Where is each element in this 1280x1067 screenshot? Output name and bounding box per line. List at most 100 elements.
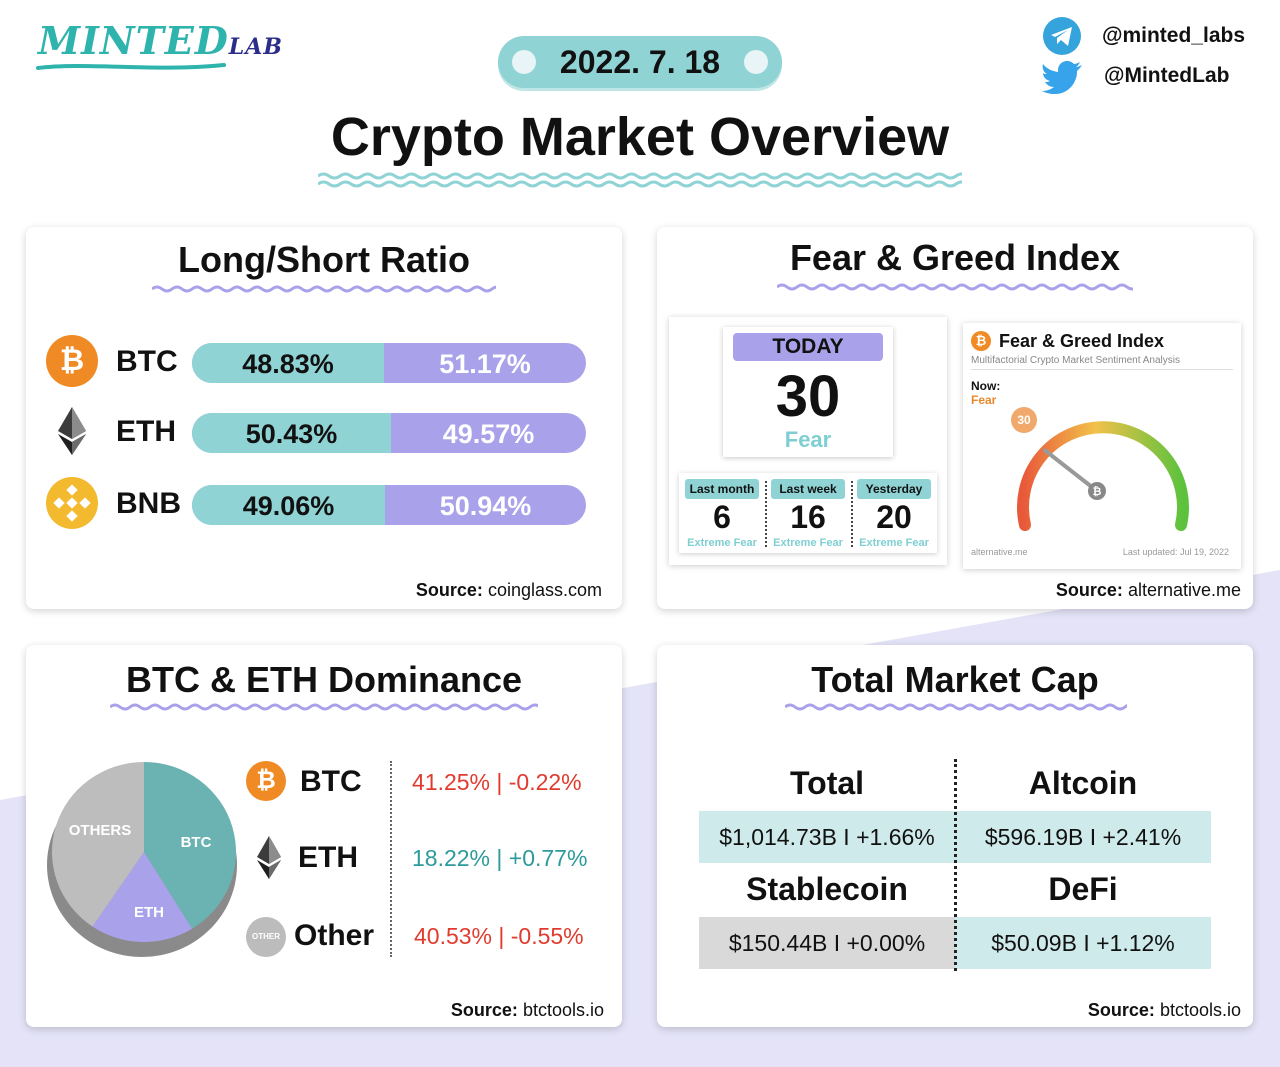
dominance-underline	[110, 703, 538, 711]
telegram-handle: @minted_labs	[1102, 24, 1246, 47]
widget-title: Fear & Greed Index	[999, 331, 1165, 351]
long-short-row-btc: ₿ BTC 48.83% 51.17%	[46, 335, 606, 391]
history-label: Last month	[685, 479, 759, 499]
pie-slice-eth	[92, 852, 193, 942]
history-status: Extreme Fear	[773, 537, 843, 549]
fear-greed-widget: ₿ Fear & Greed Index Multifactorial Cryp…	[963, 323, 1241, 569]
now-label: Now:	[971, 379, 1001, 393]
dominance-pie-chart: OTHERS BTC ETH	[47, 762, 237, 957]
bitcoin-icon: ₿	[971, 331, 991, 351]
coin-name: BNB	[116, 487, 181, 520]
history-value: 20	[876, 499, 912, 535]
dominance-card: BTC & ETH Dominance OTHERS BTC ETH ₿ BTC…	[26, 645, 622, 1027]
short-percent: 50.94%	[439, 491, 532, 521]
market-cap-header-defi: DeFi	[1048, 871, 1118, 907]
today-value: 30	[775, 364, 841, 429]
twitter-icon	[1042, 61, 1082, 94]
widget-divider	[971, 369, 1233, 370]
pie-label-btc: BTC	[181, 834, 212, 851]
telegram-icon	[1043, 17, 1081, 55]
history-status: Extreme Fear	[859, 537, 929, 549]
pie-slice-btc	[144, 762, 236, 929]
long-percent: 48.83%	[242, 349, 334, 379]
dominance-name: ETH	[298, 841, 358, 874]
gauge: ₿	[1017, 421, 1189, 531]
market-cap-divider	[954, 759, 957, 971]
fear-greed-summary-panel: TODAY 30 Fear Last month 6 Extreme Fear …	[669, 317, 947, 565]
market-cap-header-total: Total	[789, 765, 865, 801]
long-short-row-eth: ETH 50.43% 49.57%	[46, 405, 606, 461]
history-value: 16	[790, 499, 826, 535]
ethereum-icon	[58, 407, 86, 455]
ethereum-icon	[257, 836, 281, 879]
pill-dot-right	[744, 50, 768, 74]
bitcoin-icon: ₿	[46, 335, 98, 387]
long-segment	[192, 343, 384, 383]
dominance-row-other: OTHER Other 40.53% | -0.55%	[246, 913, 606, 963]
long-short-card: Long/Short Ratio ₿ BTC 48.83% 51.17% ETH…	[26, 227, 622, 609]
market-cap-card: Total Market Cap Total Altcoin $1,014.73…	[657, 645, 1253, 1027]
report-date: 2022. 7. 18	[559, 44, 721, 80]
fear-greed-card: Fear & Greed Index TODAY 30 Fear Last mo…	[657, 227, 1253, 609]
history-value: 6	[713, 499, 731, 535]
long-segment	[192, 413, 391, 453]
pie-label-eth: ETH	[134, 904, 164, 921]
svg-text:₿: ₿	[1093, 486, 1102, 498]
history-divider	[851, 481, 853, 547]
short-percent: 51.17%	[439, 349, 531, 379]
coin-name: ETH	[116, 415, 176, 448]
market-cap-value-stablecoin: $150.44B I +0.00%	[699, 917, 955, 969]
wavy-path	[110, 703, 538, 711]
gauge-value-marker: 30	[1011, 407, 1037, 433]
today-box: TODAY 30 Fear	[723, 327, 893, 457]
fear-greed-underline	[777, 283, 1133, 291]
short-percent: 49.57%	[442, 419, 535, 449]
ratio-bar: 49.06% 50.94%	[192, 485, 586, 525]
now-status: Fear	[971, 393, 997, 407]
history-strip: Last month 6 Extreme Fear Last week 16 E…	[679, 473, 937, 553]
dominance-row-btc: ₿ BTC 41.25% | -0.22%	[246, 759, 606, 809]
wavy-path	[785, 703, 1127, 711]
dominance-value: 41.25% | -0.22%	[412, 769, 582, 795]
wavy-path	[777, 283, 1133, 291]
minted-lab-logo: MINTEDLAB	[38, 18, 283, 63]
dominance-source: Source: btctools.io	[450, 1000, 604, 1020]
long-percent: 50.43%	[245, 419, 338, 449]
pie-label-others: OTHERS	[69, 822, 132, 839]
bnb-icon	[46, 477, 98, 529]
page-title: Crypto Market Overview	[330, 107, 950, 167]
title-underline	[318, 172, 962, 188]
long-segment	[192, 485, 385, 525]
long-short-title: Long/Short Ratio	[178, 239, 470, 280]
dominance-divider	[390, 761, 392, 957]
long-short-source: Source: coinglass.com	[415, 580, 602, 600]
history-status: Extreme Fear	[687, 537, 757, 549]
long-short-row-bnb: BNB 49.06% 50.94%	[46, 477, 606, 533]
dominance-name: Other	[294, 919, 375, 952]
date-pill: 2022. 7. 18	[498, 36, 782, 88]
wavy-path	[152, 285, 496, 293]
fear-greed-source: Source: alternative.me	[1055, 580, 1241, 600]
market-cap-value-total: $1,014.73B I +1.66%	[699, 811, 955, 863]
market-cap-source: Source: btctools.io	[1087, 1000, 1241, 1020]
pie-slice-others	[52, 762, 144, 927]
fear-greed-title: Fear & Greed Index	[789, 237, 1121, 278]
widget-subtitle: Multifactorial Crypto Market Sentiment A…	[971, 355, 1180, 366]
coin-name: BTC	[116, 345, 178, 378]
market-cap-header-altcoin: Altcoin	[1028, 765, 1138, 801]
market-cap-header-stablecoin: Stablecoin	[746, 871, 908, 907]
market-cap-value-defi: $50.09B I +1.12%	[955, 917, 1211, 969]
other-coin-icon: OTHER	[246, 917, 286, 957]
today-status: Fear	[784, 427, 832, 452]
history-label: Last week	[771, 479, 845, 499]
bitcoin-icon: ₿	[246, 761, 286, 801]
market-cap-title: Total Market Cap	[811, 659, 1099, 700]
history-item-last-week: Last week 16 Extreme Fear	[765, 473, 851, 553]
history-item-last-month: Last month 6 Extreme Fear	[679, 473, 765, 553]
dominance-value: 18.22% | +0.77%	[412, 845, 588, 871]
dominance-title: BTC & ETH Dominance	[125, 659, 523, 700]
today-label: TODAY	[733, 333, 883, 361]
market-cap-underline	[785, 703, 1127, 711]
logo-underline	[36, 63, 226, 70]
long-percent: 49.06%	[242, 491, 335, 521]
